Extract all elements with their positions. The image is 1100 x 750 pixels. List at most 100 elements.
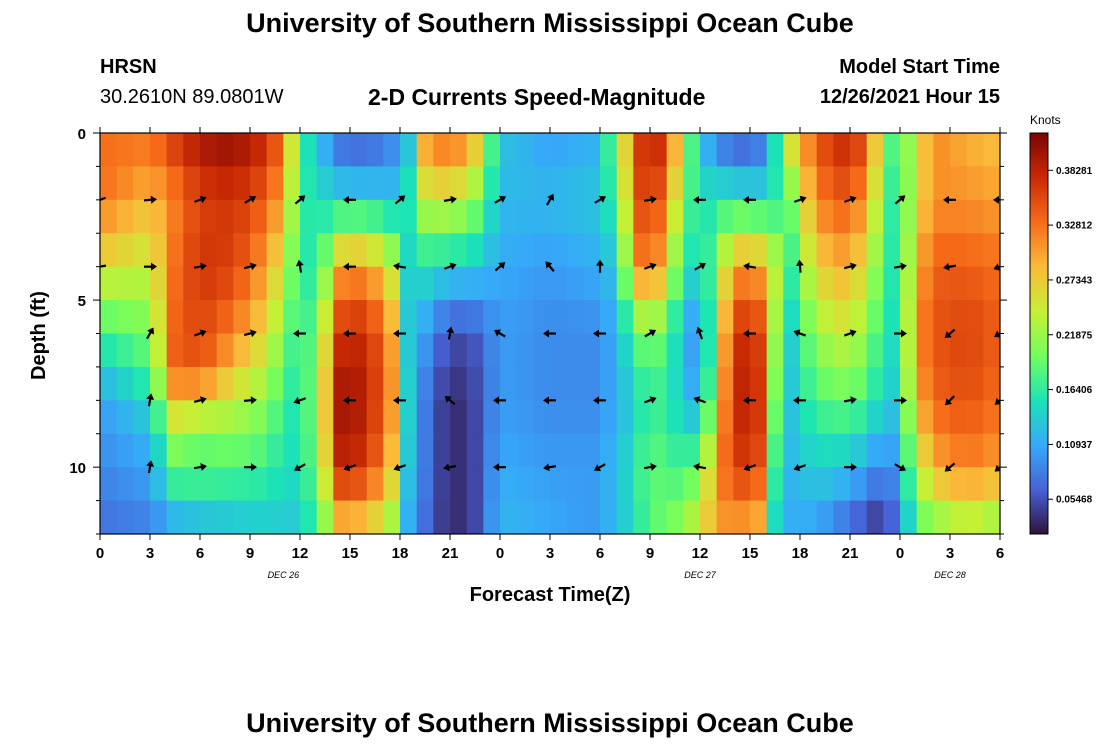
heatmap-cell: [150, 266, 168, 301]
heatmap-cell: [500, 300, 518, 335]
heatmap-cell: [266, 400, 284, 435]
heatmap-cell: [750, 500, 768, 534]
heatmap-cell: [400, 166, 418, 201]
heatmap-cell: [200, 266, 218, 301]
heatmap-cell: [833, 166, 851, 201]
heatmap-cell: [283, 300, 301, 335]
heatmap-cell: [866, 133, 884, 168]
x-tick-label: 21: [842, 545, 859, 562]
heatmap-cell: [983, 500, 1000, 534]
x-tick-label: 6: [196, 545, 204, 562]
heatmap-cell: [600, 433, 618, 468]
heatmap-cell: [100, 500, 118, 534]
heatmap-cell: [983, 266, 1000, 301]
heatmap-cell: [233, 199, 251, 234]
heatmap-cell: [800, 233, 818, 268]
heatmap-cell: [350, 333, 368, 368]
heatmap-cell: [150, 366, 168, 401]
heatmap-cell: [566, 467, 584, 502]
heatmap-cell: [166, 199, 184, 234]
heatmap-cell: [466, 467, 484, 502]
heatmap-cell: [100, 366, 118, 401]
heatmap-cell: [550, 366, 568, 401]
heatmap-cell: [700, 266, 718, 301]
heatmap-cell: [183, 467, 201, 502]
heatmap-cell: [300, 366, 318, 401]
heatmap-cell: [233, 233, 251, 268]
heatmap-cell: [383, 300, 401, 335]
current-vector-arrow: [193, 329, 207, 337]
heatmap-cell: [666, 433, 684, 468]
heatmap-cell: [983, 333, 1000, 368]
heatmap-cell: [216, 233, 234, 268]
heatmap-cell: [666, 400, 684, 435]
heatmap-cell: [683, 300, 701, 335]
heatmap-cell: [816, 433, 834, 468]
current-vector-arrow: [193, 463, 207, 471]
current-vector-arrow: [493, 329, 506, 338]
footer-title: University of Southern Mississippi Ocean…: [246, 708, 854, 738]
heatmap-cell: [500, 366, 518, 401]
heatmap-cell: [866, 467, 884, 502]
heatmap-cell: [283, 266, 301, 301]
heatmap-cell: [216, 500, 234, 534]
heatmap-cell: [533, 400, 551, 435]
heatmap-cell: [816, 133, 834, 168]
heatmap-cell: [833, 300, 851, 335]
heatmap-cell: [316, 433, 334, 468]
heatmap-cell: [233, 467, 251, 502]
heatmap-cell: [950, 199, 968, 234]
heatmap-cell: [800, 467, 818, 502]
heatmap-cell: [716, 199, 734, 234]
current-vector-arrow: [843, 396, 857, 405]
heatmap-cell: [800, 366, 818, 401]
current-vector-arrow: [894, 463, 907, 472]
heatmap-cell: [183, 400, 201, 435]
date-label: DEC 26: [268, 570, 300, 580]
heatmap-cell: [916, 333, 934, 368]
current-vector-arrow: [593, 463, 606, 472]
heatmap-cell: [566, 366, 584, 401]
heatmap-cell: [166, 366, 184, 401]
current-vector-arrow: [643, 195, 657, 204]
heatmap-cell: [266, 199, 284, 234]
heatmap-cell: [633, 333, 651, 368]
heatmap-cell: [600, 166, 618, 201]
heatmap-cell: [283, 500, 301, 534]
heatmap-cell: [616, 266, 634, 301]
heatmap-cell: [133, 500, 151, 534]
heatmap-cell: [400, 366, 418, 401]
heatmap-cell: [316, 300, 334, 335]
heatmap-cell: [400, 467, 418, 502]
current-vector-arrow: [343, 329, 356, 338]
heatmap-cell: [250, 467, 268, 502]
heatmap-cell: [600, 300, 618, 335]
heatmap-cell: [950, 300, 968, 335]
heatmap-cell: [300, 433, 318, 468]
heatmap-cell: [416, 199, 434, 234]
heatmap-cell: [183, 366, 201, 401]
heatmap-cell: [150, 500, 168, 534]
current-vector-arrow: [494, 262, 506, 272]
heatmap-cell: [416, 333, 434, 368]
heatmap-cell: [166, 166, 184, 201]
heatmap-cell: [433, 300, 451, 335]
heatmap-cell: [350, 199, 368, 234]
heatmap-cell: [666, 500, 684, 534]
heatmap-cell: [983, 300, 1000, 335]
heatmap-cell: [116, 400, 134, 435]
heatmap-cell: [816, 400, 834, 435]
heatmap-cell: [633, 433, 651, 468]
current-vector-arrow: [844, 463, 857, 472]
heatmap-cell: [466, 300, 484, 335]
heatmap-cell: [883, 400, 901, 435]
heatmap-cell: [400, 300, 418, 335]
heatmap-cell: [783, 166, 801, 201]
heatmap-cell: [100, 333, 118, 368]
heatmap-cell: [650, 266, 668, 301]
heatmap-cell: [350, 433, 368, 468]
heatmap-cell: [883, 467, 901, 502]
heatmap-cell: [133, 266, 151, 301]
x-tick-label: 21: [442, 545, 459, 562]
heatmap-cell: [800, 400, 818, 435]
